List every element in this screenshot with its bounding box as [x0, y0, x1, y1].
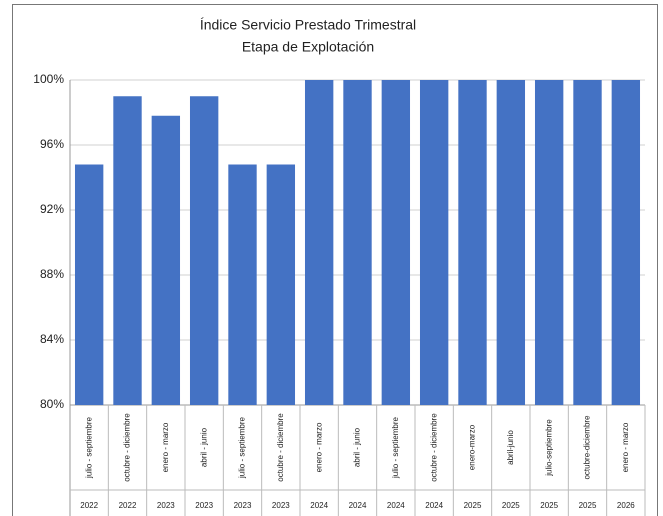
x-tick-label: abril - junio	[199, 427, 208, 467]
year-label: 2024	[425, 501, 443, 510]
x-tick-label: julio - septiembre	[84, 416, 93, 478]
year-label: 2023	[234, 501, 252, 510]
bar	[304, 80, 334, 405]
year-label: 2025	[540, 501, 558, 510]
x-tick-label: enero - marzo	[161, 422, 170, 472]
x-tick-label: octubre - diciembre	[276, 413, 285, 482]
x-tick-label: julio - septiembre	[391, 416, 400, 478]
y-tick-label: 92%	[40, 202, 64, 216]
bar	[228, 164, 257, 405]
chart-subtitle: Etapa de Explotación	[242, 39, 374, 55]
x-tick-label: enero - marzo	[621, 422, 630, 472]
bar	[611, 80, 641, 405]
x-tick-label: abril - junio	[353, 427, 362, 467]
bar	[343, 80, 372, 405]
bar	[113, 96, 142, 405]
year-label: 2024	[349, 501, 367, 510]
year-label: 2023	[157, 501, 175, 510]
bar	[266, 164, 296, 405]
bar	[189, 96, 219, 405]
x-tick-label: octubre-diciembre	[583, 415, 592, 480]
y-tick-label: 96%	[40, 137, 64, 151]
chart-title: Índice Servicio Prestado Trimestral	[200, 17, 416, 33]
bar	[381, 80, 411, 405]
bar	[458, 80, 487, 405]
x-tick-label: octubre - diciembre	[123, 413, 132, 482]
y-tick-label: 84%	[40, 332, 64, 346]
x-tick-label: octubre - diciembre	[429, 413, 438, 482]
x-tick-label: enero - marzo	[314, 422, 323, 472]
year-label: 2026	[617, 501, 635, 510]
x-tick-label: enero-marzo	[468, 424, 477, 470]
year-label: 2024	[387, 501, 405, 510]
year-label: 2025	[502, 501, 520, 510]
y-tick-label: 88%	[40, 267, 64, 281]
bar	[534, 80, 564, 405]
y-tick-label: 80%	[40, 397, 64, 411]
year-label: 2022	[119, 501, 137, 510]
bar	[496, 80, 526, 405]
y-tick-label: 100%	[33, 72, 64, 86]
x-tick-label: abril-junio	[506, 430, 515, 465]
bar	[573, 80, 602, 405]
year-label: 2025	[464, 501, 482, 510]
x-tick-label: julio-septiembre	[544, 419, 553, 477]
year-label: 2023	[272, 501, 290, 510]
year-label: 2025	[579, 501, 597, 510]
bar	[74, 164, 104, 405]
year-label: 2023	[195, 501, 213, 510]
year-label: 2024	[310, 501, 328, 510]
bar	[151, 115, 181, 405]
x-tick-label: julio - septiembre	[238, 416, 247, 478]
bar	[419, 80, 449, 405]
year-label: 2022	[80, 501, 98, 510]
